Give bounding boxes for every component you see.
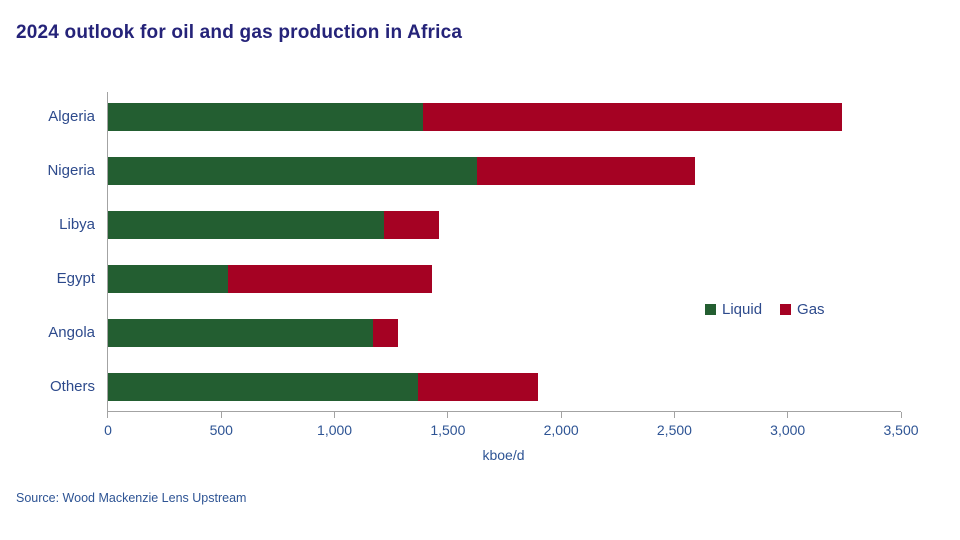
legend-item-gas: Gas <box>780 301 825 318</box>
bar-segment-others-liquid <box>108 373 419 401</box>
bar-row-egypt <box>108 265 901 293</box>
x-tick-mark-0 <box>107 412 108 418</box>
source-note: Source: Wood Mackenzie Lens Upstream <box>16 491 247 505</box>
category-label-libya: Libya <box>59 216 95 233</box>
x-tick-mark-1500 <box>447 412 449 418</box>
x-axis-label: kboe/d <box>482 447 525 463</box>
x-tick-mark-2500 <box>673 412 675 418</box>
plot-area: 0 500 1,000 1,500 2,000 2,500 3,000 3,500 <box>104 92 919 438</box>
bar-segment-nigeria-liquid <box>108 157 478 185</box>
x-tick-label-3000: 3,000 <box>770 422 806 438</box>
x-tick-mark-3500 <box>900 412 902 418</box>
x-tick-mark-1000 <box>334 412 336 418</box>
x-tick-label-3500: 3,500 <box>883 422 919 438</box>
bar-segment-egypt-gas <box>228 265 432 293</box>
x-tick-label-1500: 1,500 <box>430 422 466 438</box>
legend: Liquid Gas <box>705 301 825 318</box>
category-label-nigeria: Nigeria <box>47 162 95 179</box>
category-label-egypt: Egypt <box>56 270 95 287</box>
category-label-others: Others <box>49 378 95 395</box>
bar-row-algeria <box>108 103 901 131</box>
bar-segment-nigeria-gas <box>477 157 695 185</box>
category-label-angola: Angola <box>48 324 95 341</box>
x-tick-label-0: 0 <box>104 422 112 438</box>
x-tick-mark-3000 <box>787 412 789 418</box>
bar-segment-egypt-liquid <box>108 265 229 293</box>
bar-row-others <box>108 373 901 401</box>
legend-swatch-gas <box>780 304 792 315</box>
legend-swatch-liquid <box>705 304 716 315</box>
x-tick-label-2000: 2,000 <box>543 422 579 438</box>
bar-row-nigeria <box>108 157 901 185</box>
x-tick-label-2500: 2,500 <box>656 422 692 438</box>
bar-segment-others-gas <box>418 373 539 401</box>
bar-segment-angola-liquid <box>108 319 374 347</box>
legend-label-gas: Gas <box>797 301 825 318</box>
x-tick-mark-500 <box>220 412 222 418</box>
bar-segment-libya-gas <box>384 211 439 239</box>
legend-item-liquid: Liquid <box>705 301 762 318</box>
x-tick-mark-2000 <box>560 412 562 418</box>
category-label-algeria: Algeria <box>48 108 95 125</box>
bar-segment-algeria-gas <box>422 103 843 131</box>
bar-segment-angola-gas <box>373 319 398 347</box>
x-tick-label-1000: 1,000 <box>317 422 353 438</box>
legend-label-liquid: Liquid <box>722 301 763 318</box>
chart-title: 2024 outlook for oil and gas production … <box>16 22 463 43</box>
bar-row-angola <box>108 319 901 347</box>
x-tick-label-500: 500 <box>209 422 233 438</box>
bar-segment-libya-liquid <box>108 211 385 239</box>
bar-row-libya <box>108 211 901 239</box>
bar-segment-algeria-liquid <box>108 103 423 131</box>
